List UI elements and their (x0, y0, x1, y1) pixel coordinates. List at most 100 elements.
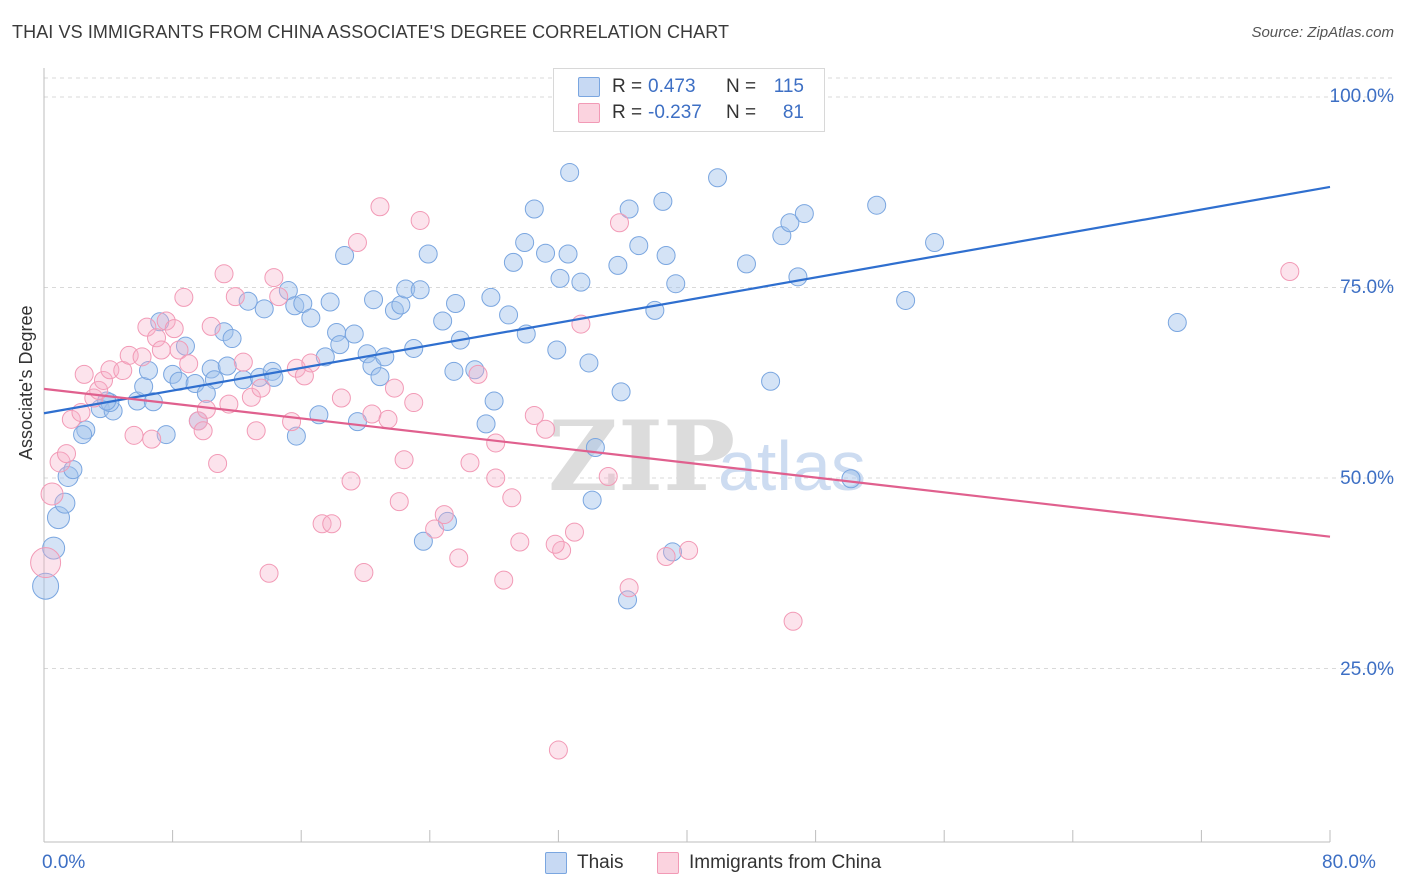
china-point (208, 454, 228, 474)
thais-point (156, 425, 176, 445)
china-point (486, 468, 506, 488)
y-tick-50: 50.0% (1340, 468, 1394, 489)
china-point (434, 505, 454, 525)
thais-point (362, 356, 382, 376)
bottom-legend-china: Immigrants from China (657, 852, 881, 874)
china-point (193, 421, 213, 441)
legend-swatch-china (578, 103, 600, 123)
china-point (394, 450, 414, 470)
legend-n-label: N = (726, 102, 757, 123)
thais-point (656, 245, 676, 265)
china-point (57, 444, 77, 464)
thais-point (315, 347, 335, 367)
thais-point (1167, 313, 1187, 333)
china-point (174, 287, 194, 307)
thais-point (364, 290, 384, 310)
china-point (564, 522, 584, 542)
thais-point (841, 469, 861, 489)
legend-r-label: R = (612, 76, 643, 97)
china-point (246, 421, 266, 441)
thais-point (925, 233, 945, 253)
thais-point (666, 274, 686, 294)
thais-point (344, 324, 364, 344)
china-trend-line (43, 387, 1331, 538)
thais-point (536, 243, 556, 263)
bottom-legend-swatch-china (657, 852, 679, 874)
china-point (347, 233, 367, 253)
china-point (201, 316, 221, 336)
thais-point (867, 195, 887, 215)
thais-point (217, 356, 237, 376)
thais-point (201, 359, 221, 379)
china-point (322, 514, 342, 534)
thais-point (619, 199, 639, 219)
china-point (598, 466, 618, 486)
bottom-legend-label-china: Immigrants from China (689, 852, 882, 873)
china-point (282, 412, 302, 432)
bottom-legend-thais: Thais (545, 852, 623, 874)
china-point (61, 409, 81, 429)
thais-point (629, 236, 649, 256)
thais-point (524, 199, 544, 219)
thais-point (761, 371, 781, 391)
legend-swatch-thais (578, 77, 600, 97)
thais-point (708, 168, 728, 188)
china-point (259, 563, 279, 583)
china-point (494, 570, 514, 590)
china-point (264, 268, 284, 288)
legend-row-china: R = -0.237 N = 81 (578, 101, 804, 125)
thais-point (375, 347, 395, 367)
china-point (410, 210, 430, 230)
thais-point (618, 590, 638, 610)
thais-point (391, 295, 411, 315)
china-point (524, 406, 544, 426)
thais-trend-line (43, 185, 1331, 415)
thais-point (254, 299, 274, 319)
china-point (619, 578, 639, 598)
thais-point (608, 255, 628, 275)
china-point (137, 317, 157, 337)
china-point (378, 409, 398, 429)
thais-point (896, 290, 916, 310)
thais-point (293, 294, 313, 314)
china-point (362, 404, 382, 424)
thais-point (330, 335, 350, 355)
thais-point (54, 492, 76, 514)
y-tick-100: 100.0% (1329, 86, 1394, 107)
watermark-atlas: atlas (718, 427, 866, 505)
thais-point (413, 531, 433, 551)
china-point (656, 546, 676, 566)
legend-r-value: 0.473 (648, 76, 696, 97)
china-point (132, 347, 152, 367)
thais-point (579, 353, 599, 373)
china-point (486, 433, 506, 453)
y-tick-75: 75.0% (1340, 277, 1394, 298)
thais-point (736, 254, 756, 274)
china-point (548, 740, 568, 760)
china-point (151, 340, 171, 360)
correlation-legend: R = 0.473 N = 115 R = -0.237 N = 81 (553, 68, 825, 132)
legend-n-value: 115 (773, 76, 804, 97)
china-point (341, 471, 361, 491)
thais-point (515, 233, 535, 253)
thais-point (653, 191, 673, 211)
china-point (312, 514, 332, 534)
thais-point (476, 414, 496, 434)
thais-point (550, 268, 570, 288)
thais-point (499, 305, 519, 325)
thais-point (780, 213, 800, 233)
x-tick-max: 80.0% (1322, 852, 1376, 873)
china-point (389, 492, 409, 512)
y-axis-label: Associate's Degree (16, 305, 36, 460)
china-point (354, 562, 374, 582)
thais-point (433, 311, 453, 331)
china-point (251, 378, 271, 398)
china-point (196, 399, 216, 419)
china-point (142, 429, 162, 449)
china-point (370, 197, 390, 217)
thais-point (63, 460, 83, 480)
chart-title: THAI VS IMMIGRANTS FROM CHINA ASSOCIATE'… (12, 22, 730, 42)
china-point (425, 519, 445, 539)
thais-point (788, 267, 808, 287)
source-label: Source: ZipAtlas.com (1251, 24, 1394, 41)
